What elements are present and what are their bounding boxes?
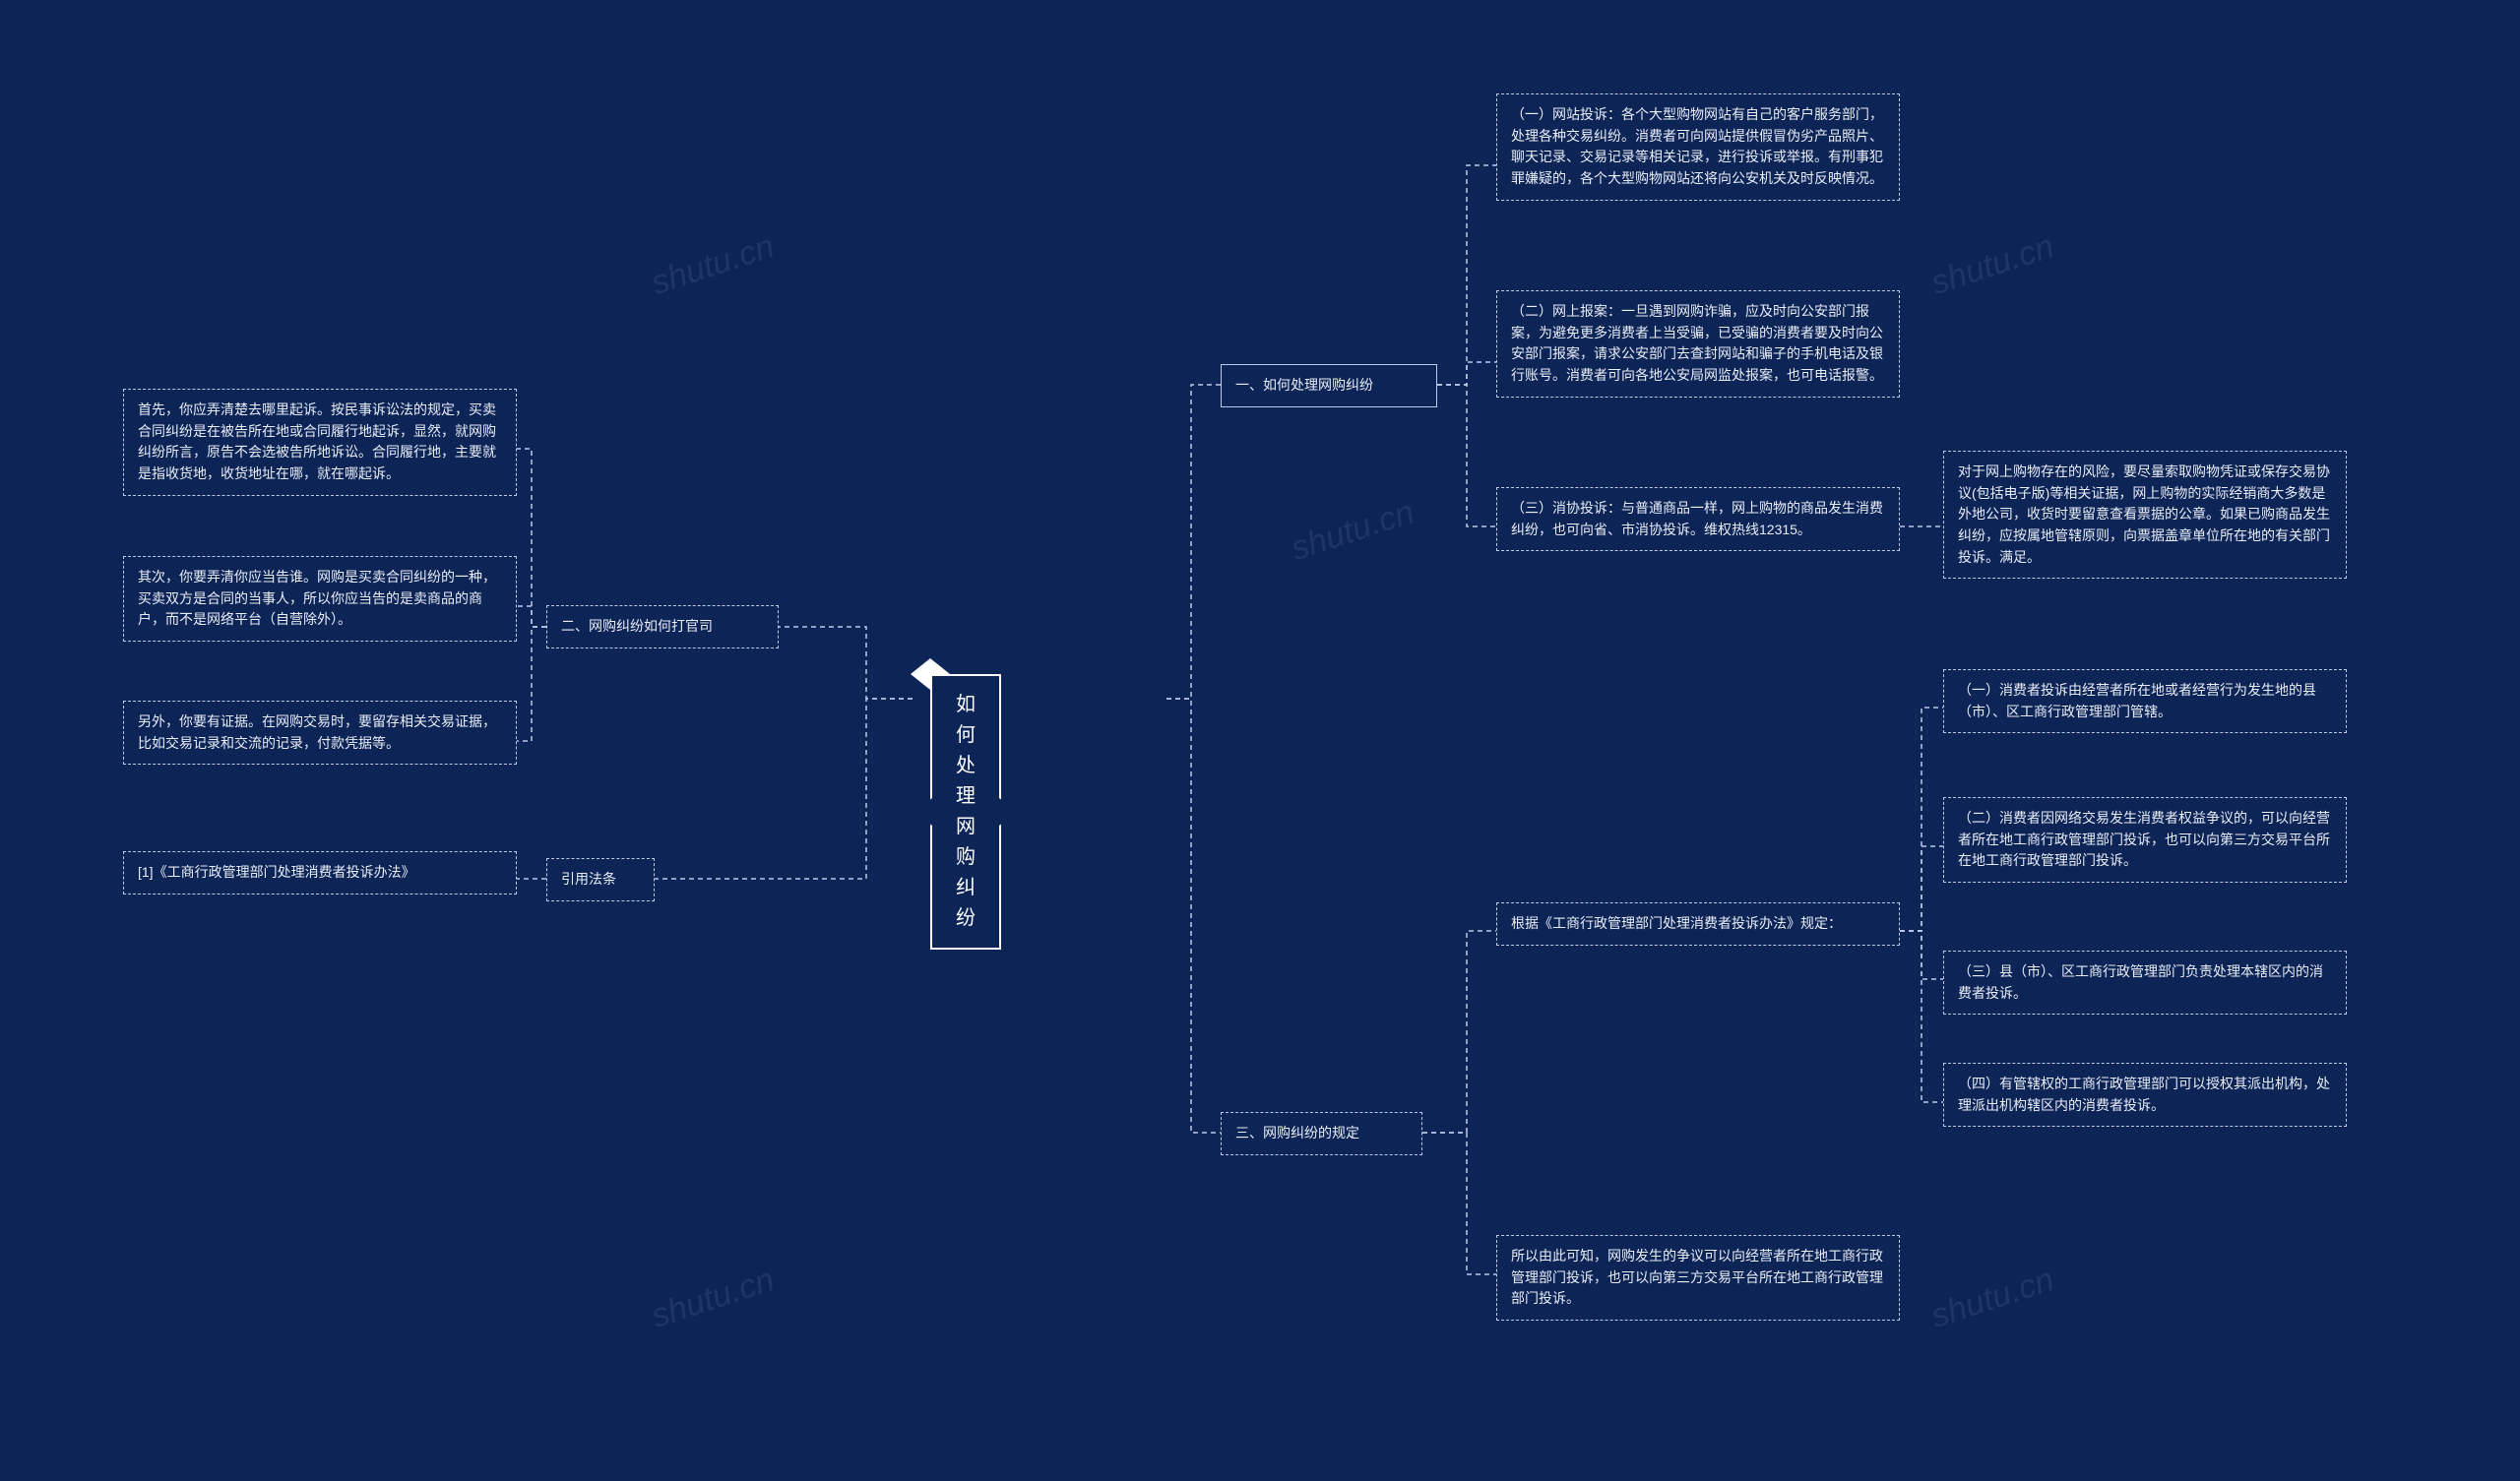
branch-1-handle-dispute: 一、如何处理网购纠纷 — [1221, 364, 1437, 407]
b3-sub-1: （一）消费者投诉由经营者所在地或者经营行为发生地的县（市）、区工商行政管理部门管… — [1943, 669, 2347, 733]
b2-child-2: 其次，你要弄清你应当告谁。网购是买卖合同纠纷的一种，买卖双方是合同的当事人，所以… — [123, 556, 517, 642]
b3-child-1: 根据《工商行政管理部门处理消费者投诉办法》规定： — [1496, 902, 1900, 946]
watermark: shutu.cn — [1287, 493, 1418, 569]
b2-child-1: 首先，你应弄清楚去哪里起诉。按民事诉讼法的规定，买卖合同纠纷是在被告所在地或合同… — [123, 389, 517, 496]
watermark: shutu.cn — [1926, 227, 2058, 303]
b1-child-2: （二）网上报案：一旦遇到网购诈骗，应及时向公安部门报案，为避免更多消费者上当受骗… — [1496, 290, 1900, 398]
watermark: shutu.cn — [1926, 1261, 2058, 1336]
b3-child-2: 所以由此可知，网购发生的争议可以向经营者所在地工商行政管理部门投诉，也可以向第三… — [1496, 1235, 1900, 1321]
branch-3-regulations: 三、网购纠纷的规定 — [1221, 1112, 1422, 1155]
branch-2-lawsuit: 二、网购纠纷如何打官司 — [546, 605, 779, 648]
ref-child-1: [1]《工商行政管理部门处理消费者投诉办法》 — [123, 851, 517, 895]
b1-child-3: （三）消协投诉：与普通商品一样，网上购物的商品发生消费纠纷，也可向省、市消协投诉… — [1496, 487, 1900, 551]
b1-child-1: （一）网站投诉：各个大型购物网站有自己的客户服务部门，处理各种交易纠纷。消费者可… — [1496, 93, 1900, 201]
watermark: shutu.cn — [647, 227, 779, 303]
watermark: shutu.cn — [647, 1261, 779, 1336]
center-node: 如何处理网购纠纷 — [930, 674, 1001, 950]
branch-references: 引用法条 — [546, 858, 655, 901]
b2-child-3: 另外，你要有证据。在网购交易时，要留存相关交易证据，比如交易记录和交流的记录，付… — [123, 701, 517, 765]
b3-sub-2: （二）消费者因网络交易发生消费者权益争议的，可以向经营者所在地工商行政管理部门投… — [1943, 797, 2347, 883]
b1-child-3-sub: 对于网上购物存在的风险，要尽量索取购物凭证或保存交易协议(包括电子版)等相关证据… — [1943, 451, 2347, 579]
b3-sub-3: （三）县（市）、区工商行政管理部门负责处理本辖区内的消费者投诉。 — [1943, 951, 2347, 1015]
b3-sub-4: （四）有管辖权的工商行政管理部门可以授权其派出机构，处理派出机构辖区内的消费者投… — [1943, 1063, 2347, 1127]
